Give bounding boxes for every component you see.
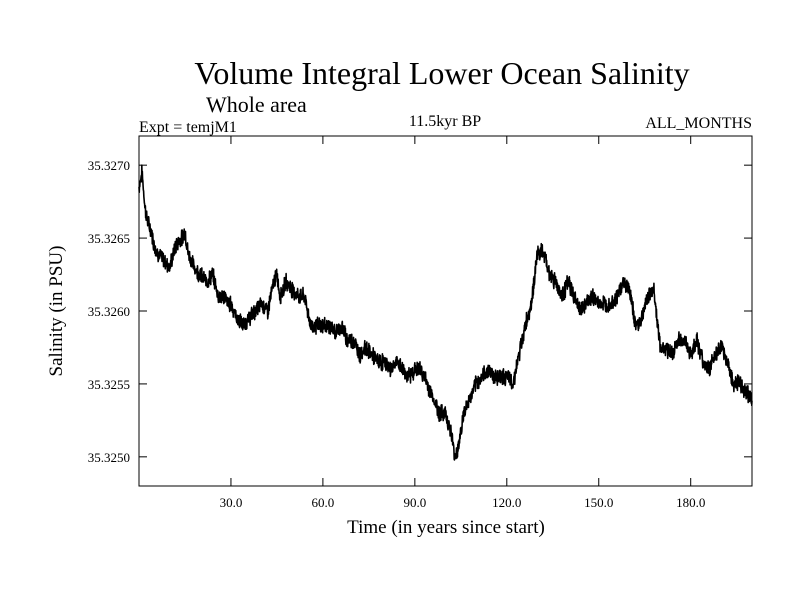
x-axis: 30.0 60.0 90.0 120.0 150.0 180.0 bbox=[220, 136, 705, 510]
chart-subtitle: Whole area bbox=[206, 92, 307, 117]
chart-title: Volume Integral Lower Ocean Salinity bbox=[194, 55, 689, 91]
months-label: ALL_MONTHS bbox=[645, 115, 752, 132]
x-axis-label: Time (in years since start) bbox=[347, 517, 545, 538]
x-tick-label: 90.0 bbox=[403, 495, 426, 510]
x-tick-label: 120.0 bbox=[492, 495, 521, 510]
y-tick-label: 35.3250 bbox=[88, 450, 130, 465]
period-label: 11.5kyr BP bbox=[409, 113, 481, 130]
y-tick-label: 35.3265 bbox=[88, 231, 130, 246]
x-tick-label: 150.0 bbox=[584, 495, 613, 510]
y-axis-label: Salinity (in PSU) bbox=[46, 246, 67, 377]
experiment-label: Expt = temjM1 bbox=[139, 119, 237, 136]
y-tick-label: 35.3260 bbox=[88, 304, 130, 319]
y-tick-label: 35.3255 bbox=[88, 377, 130, 392]
y-axis: 35.3250 35.3255 35.3260 35.3265 35.3270 bbox=[88, 158, 752, 465]
x-tick-label: 30.0 bbox=[220, 495, 243, 510]
x-tick-label: 180.0 bbox=[676, 495, 705, 510]
salinity-series-line bbox=[138, 164, 753, 461]
x-tick-label: 60.0 bbox=[312, 495, 335, 510]
y-tick-label: 35.3270 bbox=[88, 158, 130, 173]
